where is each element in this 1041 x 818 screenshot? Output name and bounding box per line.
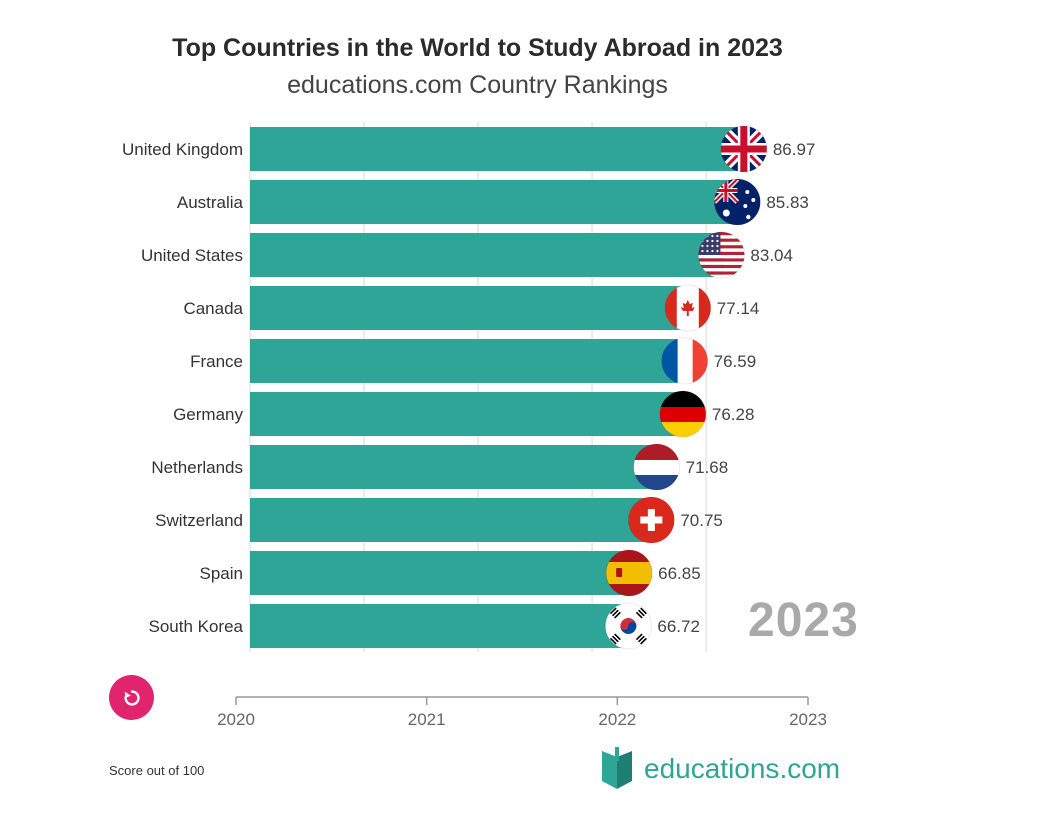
category-label: Canada <box>183 299 243 318</box>
value-label: 77.14 <box>717 299 760 318</box>
brand-name: educations.com <box>644 753 841 784</box>
uk-flag-icon <box>720 125 768 173</box>
netherlands-flag-icon <box>633 443 681 491</box>
france-flag-icon <box>661 337 709 385</box>
value-label: 66.85 <box>658 564 701 583</box>
south-korea-flag-icon <box>604 602 652 650</box>
value-label: 71.68 <box>686 458 729 477</box>
category-label: Spain <box>200 564 243 583</box>
chart-title: Top Countries in the World to Study Abro… <box>172 34 783 62</box>
score-footnote: Score out of 100 <box>109 763 205 778</box>
category-label: United States <box>141 246 243 265</box>
category-label: Switzerland <box>155 511 243 530</box>
category-label: South Korea <box>148 617 243 636</box>
bar <box>250 604 631 648</box>
value-label: 86.97 <box>773 140 816 159</box>
chart-subtitle: educations.com Country Rankings <box>287 71 668 99</box>
value-label: 85.83 <box>766 193 809 212</box>
value-label: 76.59 <box>714 352 757 371</box>
timeline-tick-label[interactable]: 2021 <box>408 710 446 729</box>
timeline-tick-label[interactable]: 2020 <box>217 710 255 729</box>
bar <box>250 551 632 595</box>
book-logo-icon <box>602 747 632 789</box>
usa-flag-icon <box>697 231 745 279</box>
bar <box>250 180 740 224</box>
category-label: France <box>190 352 243 371</box>
value-label: 66.72 <box>657 617 700 636</box>
brand-logo: educations.com <box>600 747 840 791</box>
timeline-tick-label[interactable]: 2022 <box>598 710 636 729</box>
value-label: 76.28 <box>712 405 755 424</box>
bar <box>250 127 746 171</box>
germany-flag-icon <box>659 390 707 438</box>
value-label: 70.75 <box>680 511 723 530</box>
australia-flag-icon <box>713 178 761 226</box>
bar <box>250 339 687 383</box>
category-label: United Kingdom <box>122 140 243 159</box>
bar <box>250 392 685 436</box>
category-label: Australia <box>177 193 244 212</box>
spain-flag-icon <box>605 549 653 597</box>
category-label: Netherlands <box>151 458 243 477</box>
bar <box>250 498 654 542</box>
switzerland-flag-icon <box>627 496 675 544</box>
bar <box>250 286 690 330</box>
value-label: 83.04 <box>750 246 793 265</box>
current-year-label: 2023 <box>748 594 859 647</box>
bar <box>250 445 659 489</box>
timeline-tick-label[interactable]: 2023 <box>789 710 827 729</box>
bar <box>250 233 724 277</box>
category-label: Germany <box>173 405 243 424</box>
replay-button[interactable] <box>109 675 154 720</box>
canada-flag-icon <box>664 284 712 332</box>
replay-icon <box>123 689 140 706</box>
